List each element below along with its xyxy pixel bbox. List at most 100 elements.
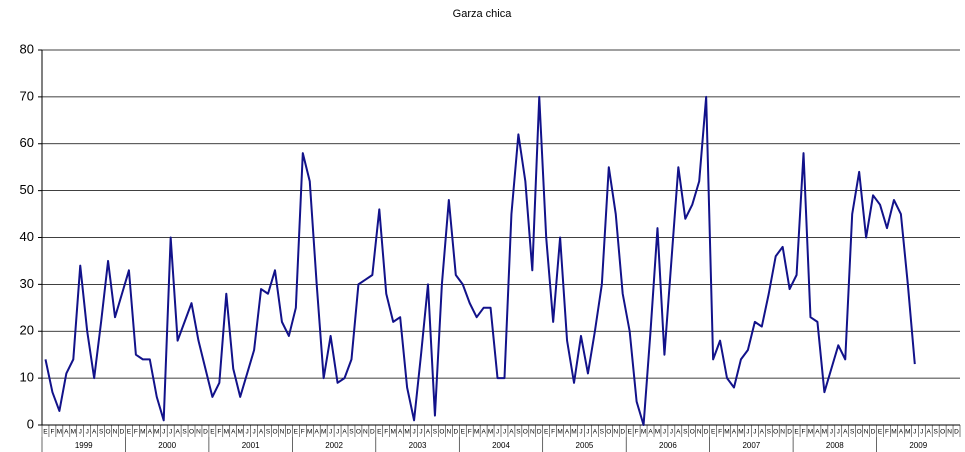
x-tick-label: A: [398, 429, 403, 436]
x-tick-label: M: [390, 429, 395, 436]
x-tick-label: A: [593, 429, 598, 436]
x-tick-label: J: [419, 429, 422, 436]
x-tick-label: J: [753, 429, 756, 436]
x-tick-label: N: [446, 429, 451, 436]
x-tick-label: A: [732, 429, 737, 436]
x-tick-label: E: [377, 429, 382, 436]
year-label: 2000: [158, 441, 176, 450]
year-label: 2007: [742, 441, 760, 450]
x-tick-label: N: [196, 429, 201, 436]
x-tick-label: A: [676, 429, 681, 436]
x-tick-label: A: [927, 429, 932, 436]
x-tick-label: J: [920, 429, 923, 436]
year-label: 2002: [325, 441, 343, 450]
x-tick-label: A: [815, 429, 820, 436]
x-tick-label: A: [342, 429, 347, 436]
year-label: 2009: [909, 441, 927, 450]
x-tick-label: O: [857, 429, 862, 436]
x-tick-label: O: [606, 429, 611, 436]
x-tick-label: D: [704, 429, 709, 436]
x-tick-label: A: [481, 429, 486, 436]
x-tick-label: J: [329, 429, 332, 436]
x-tick-label: J: [837, 429, 840, 436]
x-tick-label: S: [99, 429, 104, 436]
x-tick-label: M: [57, 429, 62, 436]
x-tick-label: F: [718, 429, 722, 436]
x-tick-label: M: [321, 429, 326, 436]
x-tick-label: A: [899, 429, 904, 436]
x-tick-label: M: [655, 429, 660, 436]
x-tick-label: E: [794, 429, 799, 436]
x-tick-label: J: [336, 429, 339, 436]
x-tick-label: M: [237, 429, 242, 436]
x-tick-label: S: [850, 429, 855, 436]
x-tick-label: O: [773, 429, 778, 436]
x-tick-label: M: [140, 429, 145, 436]
x-tick-label: E: [878, 429, 883, 436]
x-tick-label: A: [231, 429, 236, 436]
x-tick-label: E: [627, 429, 632, 436]
chart-title: Garza chica: [453, 8, 513, 20]
x-tick-label: N: [113, 429, 118, 436]
x-tick-label: N: [363, 429, 368, 436]
year-label: 2004: [492, 441, 510, 450]
y-tick-label: 80: [20, 41, 34, 56]
x-tick-label: A: [565, 429, 570, 436]
x-tick-label: F: [50, 429, 54, 436]
x-tick-label: O: [439, 429, 444, 436]
x-tick-label: F: [384, 429, 388, 436]
x-tick-label: D: [537, 429, 542, 436]
x-tick-label: J: [412, 429, 415, 436]
y-tick-label: 50: [20, 182, 34, 197]
x-tick-label: S: [933, 429, 938, 436]
x-tick-label: E: [43, 429, 48, 436]
x-tick-label: J: [162, 429, 165, 436]
x-tick-label: J: [252, 429, 255, 436]
x-tick-label: S: [516, 429, 521, 436]
x-tick-label: O: [523, 429, 528, 436]
x-tick-label: A: [648, 429, 653, 436]
x-tick-label: M: [404, 429, 409, 436]
year-label: 2006: [659, 441, 677, 450]
year-label: 2001: [242, 441, 260, 450]
x-tick-label: J: [586, 429, 589, 436]
x-tick-label: E: [711, 429, 716, 436]
x-tick-label: J: [670, 429, 673, 436]
line-series: [44, 95, 916, 426]
x-tick-label: A: [64, 429, 69, 436]
x-tick-label: M: [557, 429, 562, 436]
x-tick-label: F: [134, 429, 138, 436]
x-tick-label: M: [822, 429, 827, 436]
x-tick-label: A: [426, 429, 431, 436]
x-tick-label: D: [954, 429, 959, 436]
x-tick-label: S: [767, 429, 772, 436]
x-tick-label: M: [724, 429, 729, 436]
x-tick-label: M: [905, 429, 910, 436]
x-tick-label: D: [871, 429, 876, 436]
x-tick-label: N: [697, 429, 702, 436]
x-tick-label: J: [746, 429, 749, 436]
x-tick-label: F: [468, 429, 472, 436]
x-tick-label: F: [217, 429, 221, 436]
x-tick-label: N: [613, 429, 618, 436]
x-tick-label: J: [663, 429, 666, 436]
x-tick-label: S: [349, 429, 354, 436]
x-tick-label: F: [885, 429, 889, 436]
x-tick-label: M: [224, 429, 229, 436]
y-tick-label: 10: [20, 370, 34, 385]
x-tick-label: J: [246, 429, 249, 436]
x-tick-label: D: [287, 429, 292, 436]
x-tick-label: F: [551, 429, 555, 436]
x-tick-label: M: [71, 429, 76, 436]
x-tick-label: D: [620, 429, 625, 436]
x-tick-label: E: [544, 429, 549, 436]
x-tick-label: D: [370, 429, 375, 436]
x-tick-label: O: [690, 429, 695, 436]
x-tick-label: O: [940, 429, 945, 436]
x-tick-label: A: [509, 429, 514, 436]
year-label: 1999: [75, 441, 93, 450]
x-tick-label: N: [864, 429, 869, 436]
x-tick-label: A: [760, 429, 765, 436]
x-tick-label: E: [294, 429, 299, 436]
x-tick-label: A: [92, 429, 97, 436]
